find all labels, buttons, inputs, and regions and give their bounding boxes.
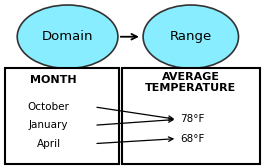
Ellipse shape xyxy=(143,5,238,68)
Text: April: April xyxy=(37,139,61,149)
Text: 68°F: 68°F xyxy=(180,134,204,144)
Ellipse shape xyxy=(17,5,118,68)
Text: 78°F: 78°F xyxy=(180,114,204,124)
Text: January: January xyxy=(29,120,68,130)
Text: AVERAGE
TEMPERATURE: AVERAGE TEMPERATURE xyxy=(145,72,236,93)
Text: Domain: Domain xyxy=(42,30,93,43)
Text: MONTH: MONTH xyxy=(30,75,77,85)
Text: October: October xyxy=(28,102,69,112)
Bar xyxy=(5,68,119,164)
Bar xyxy=(122,68,260,164)
Text: Range: Range xyxy=(170,30,212,43)
